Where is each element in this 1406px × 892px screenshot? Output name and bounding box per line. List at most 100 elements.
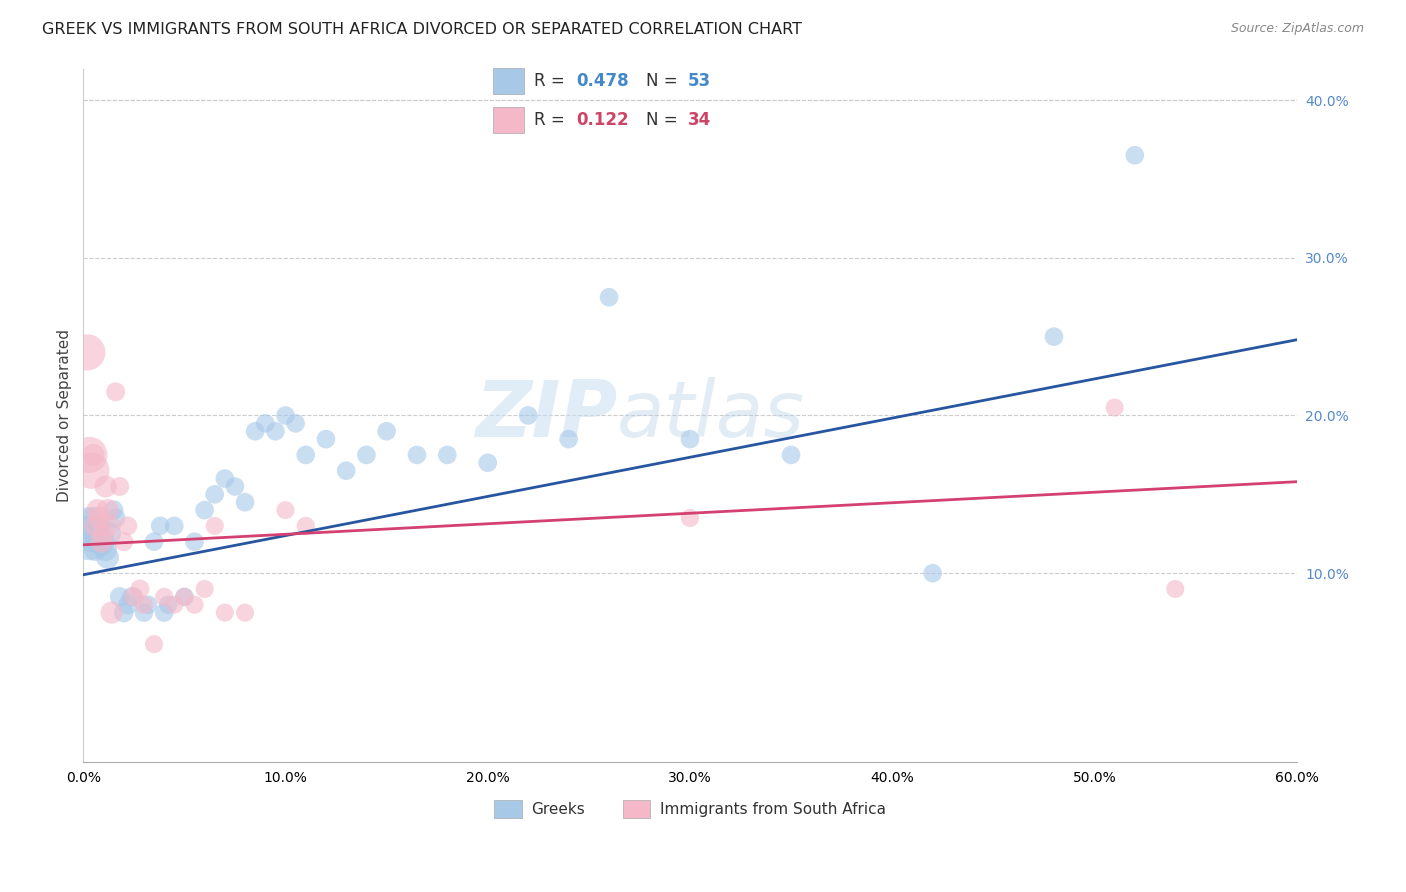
Point (233, 606, 256, 620)
Point (143, 534, 166, 549)
Point (294, 448, 316, 462)
Point (96, 503, 118, 517)
Point (93, 526, 115, 541)
Point (294, 519, 316, 533)
Point (80, 526, 103, 541)
Text: 0.478: 0.478 (576, 72, 628, 90)
Text: N =: N = (647, 72, 678, 90)
Point (122, 590, 145, 604)
Point (557, 432, 579, 446)
Point (157, 598, 180, 612)
Legend: Greeks, Immigrants from South Africa: Greeks, Immigrants from South Africa (488, 794, 891, 824)
Point (80, 464, 103, 478)
Text: atlas: atlas (617, 377, 806, 453)
Point (204, 519, 226, 533)
Point (108, 590, 131, 604)
Point (100, 606, 122, 620)
Point (921, 566, 943, 581)
Point (477, 456, 499, 470)
Point (780, 448, 803, 462)
Point (94, 479, 117, 493)
Point (149, 519, 172, 533)
Point (194, 582, 217, 596)
Point (598, 290, 620, 304)
Text: ZIP: ZIP (475, 377, 617, 453)
Point (204, 487, 226, 501)
Y-axis label: Divorced or Separated: Divorced or Separated (58, 329, 72, 502)
Text: Source: ZipAtlas.com: Source: ZipAtlas.com (1230, 22, 1364, 36)
Point (121, 590, 143, 604)
Point (274, 409, 297, 423)
Point (94, 542, 117, 557)
Point (76, 519, 98, 533)
Point (1123, 148, 1146, 162)
Point (98, 519, 121, 533)
Point (90, 538, 112, 552)
Point (375, 424, 398, 438)
Point (163, 598, 186, 612)
Point (79, 448, 101, 462)
Point (224, 479, 246, 493)
Point (679, 432, 702, 446)
Point (132, 606, 155, 620)
Point (79, 534, 101, 549)
Point (76, 345, 98, 359)
Point (173, 590, 195, 604)
Point (86, 503, 108, 517)
Point (104, 384, 127, 399)
Point (104, 511, 127, 525)
Point (284, 417, 307, 431)
Point (90, 534, 112, 549)
Point (356, 448, 378, 462)
Point (1104, 401, 1126, 415)
Point (103, 503, 125, 517)
Point (194, 503, 217, 517)
Text: N =: N = (647, 111, 678, 128)
Text: R =: R = (534, 111, 565, 128)
Point (436, 448, 458, 462)
Point (183, 598, 205, 612)
Point (89, 519, 111, 533)
Point (1043, 329, 1066, 343)
Point (153, 606, 176, 620)
Point (274, 503, 297, 517)
Point (243, 424, 266, 438)
Point (96, 550, 118, 565)
Point (84, 519, 107, 533)
Point (86, 534, 108, 549)
Bar (494, 68, 524, 94)
Point (315, 432, 337, 446)
Point (517, 409, 540, 423)
Point (335, 464, 357, 478)
Point (1164, 582, 1187, 596)
Point (233, 495, 256, 509)
Point (117, 598, 139, 612)
Text: GREEK VS IMMIGRANTS FROM SOUTH AFRICA DIVORCED OR SEPARATED CORRELATION CHART: GREEK VS IMMIGRANTS FROM SOUTH AFRICA DI… (42, 22, 803, 37)
Point (132, 598, 155, 612)
Point (84, 542, 107, 557)
Text: R =: R = (534, 72, 565, 90)
Point (173, 590, 195, 604)
Point (117, 519, 139, 533)
Point (214, 472, 236, 486)
Point (163, 519, 186, 533)
Text: 34: 34 (688, 111, 711, 128)
Bar (494, 107, 524, 133)
Point (264, 424, 287, 438)
Point (153, 590, 176, 604)
Point (143, 637, 166, 651)
Point (129, 582, 152, 596)
Point (406, 448, 429, 462)
Point (183, 534, 205, 549)
Point (82, 511, 104, 525)
Point (136, 598, 159, 612)
Point (93, 534, 115, 549)
Point (214, 606, 236, 620)
Text: 53: 53 (688, 72, 711, 90)
Point (89, 511, 111, 525)
Point (254, 417, 277, 431)
Point (112, 606, 135, 620)
Point (679, 511, 702, 525)
Point (108, 479, 131, 493)
Text: 0.122: 0.122 (576, 111, 628, 128)
